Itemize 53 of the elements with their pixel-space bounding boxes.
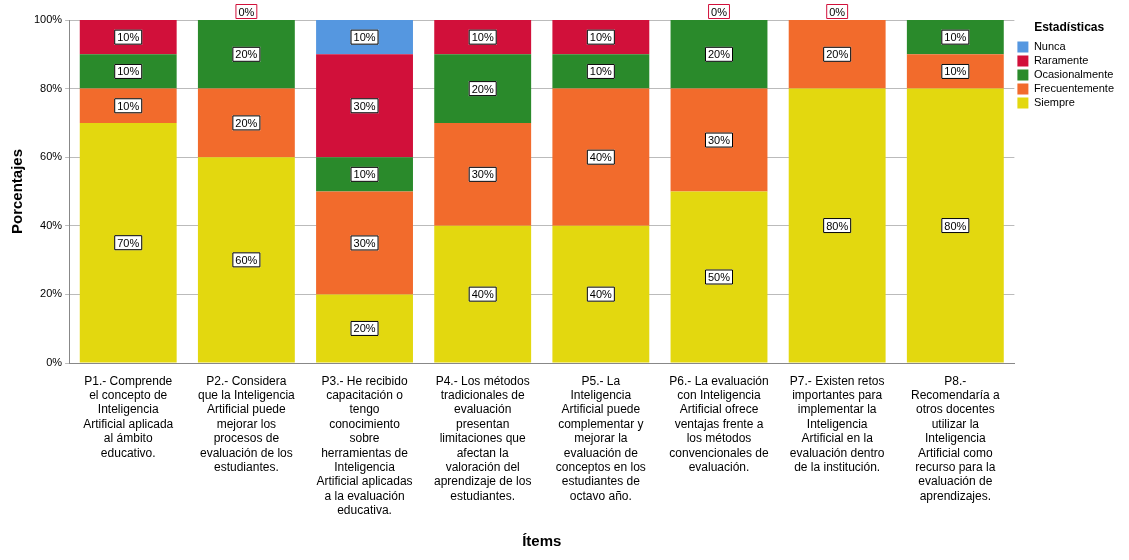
data-label: 30% — [471, 168, 494, 181]
data-label: 30% — [353, 99, 376, 112]
x-tick-label: P1.- Comprende el concepto de Inteligencia Artificial aplicada al ámbito educativo. — [83, 373, 174, 460]
legend-label: Ocasionalmente — [1033, 67, 1114, 80]
y-tick-label: 0% — [46, 356, 63, 369]
data-label: 30% — [353, 236, 376, 249]
data-label: 10% — [117, 65, 140, 78]
data-label: 0% — [829, 5, 846, 18]
y-tick-label: 60% — [40, 150, 63, 163]
data-label: 70% — [117, 236, 140, 249]
data-label: 10% — [353, 168, 376, 181]
data-label: 80% — [944, 219, 967, 232]
data-label: 10% — [117, 31, 140, 44]
legend-label: Nunca — [1033, 39, 1067, 52]
data-label: 40% — [471, 288, 494, 301]
data-label: 30% — [707, 134, 731, 147]
data-label: 20% — [235, 48, 258, 61]
category-label: P8.- Recomendaría a otros docentes utilizar la Inteligencia Artificial como recurso para la evaluación de aprendizajes. — [910, 373, 1000, 503]
y-axis-title: Porcentajes — [8, 148, 26, 235]
data-label: 40% — [589, 151, 613, 164]
data-label: 0% — [238, 5, 255, 18]
data-label: 60% — [235, 253, 258, 266]
data-label: 20% — [235, 116, 258, 129]
data-label: 40% — [589, 288, 613, 301]
legend-label: Raramente — [1033, 53, 1089, 66]
data-label: 10% — [117, 99, 140, 112]
x-tick-label: P6.- La evaluación con Inteligencia Artificial ofrece ventajas frente a los métodos convencionales de evaluación. — [669, 373, 770, 474]
data-label: 10% — [944, 65, 967, 78]
data-label: 10% — [589, 31, 613, 44]
category-label: P4.- Los métodos tradicionales de evaluación presentan limitaciones que afectan la valoración del aprendizaje de los estudiantes. — [433, 373, 532, 503]
data-label: 20% — [707, 48, 731, 61]
data-label: 20% — [826, 48, 849, 61]
category-label: P5.- La Inteligencia Artificial puede complementar y mejorar la evaluación de conceptos en los estudiantes de octavo año. — [555, 373, 646, 503]
data-label: 80% — [826, 219, 849, 232]
x-tick-label: P2.- Considera que la Inteligencia Artificial puede mejorar los procesos de evaluación de los estudiantes. — [198, 373, 296, 474]
data-label: 20% — [353, 322, 376, 335]
y-tick-label: 80% — [40, 81, 63, 94]
data-label: 50% — [707, 271, 731, 284]
data-label: 10% — [353, 31, 376, 44]
y-tick-label: 20% — [40, 287, 63, 300]
legend-label: Siempre — [1033, 95, 1075, 108]
x-tick-label: P7.- Existen retos importantes para implementar la Inteligencia Artificial en la evaluación dentro de la institución. — [789, 373, 885, 474]
data-label: 10% — [589, 65, 613, 78]
legend-label: Frecuentemente — [1033, 81, 1115, 94]
data-label: 10% — [471, 31, 494, 44]
x-axis-title: Ítems — [522, 532, 562, 550]
data-label: 10% — [944, 31, 967, 44]
legend-title: Estadísticas — [1034, 20, 1105, 35]
y-tick-label: 100% — [33, 13, 63, 26]
data-label: 20% — [471, 82, 494, 95]
y-tick-label: 40% — [40, 218, 63, 231]
category-label: P3.- He recibido capacitación o tengo conocimiento sobre herramientas de Inteligencia Artificial aplicadas a la evaluación educativa. — [316, 373, 413, 518]
data-label: 0% — [711, 5, 728, 18]
